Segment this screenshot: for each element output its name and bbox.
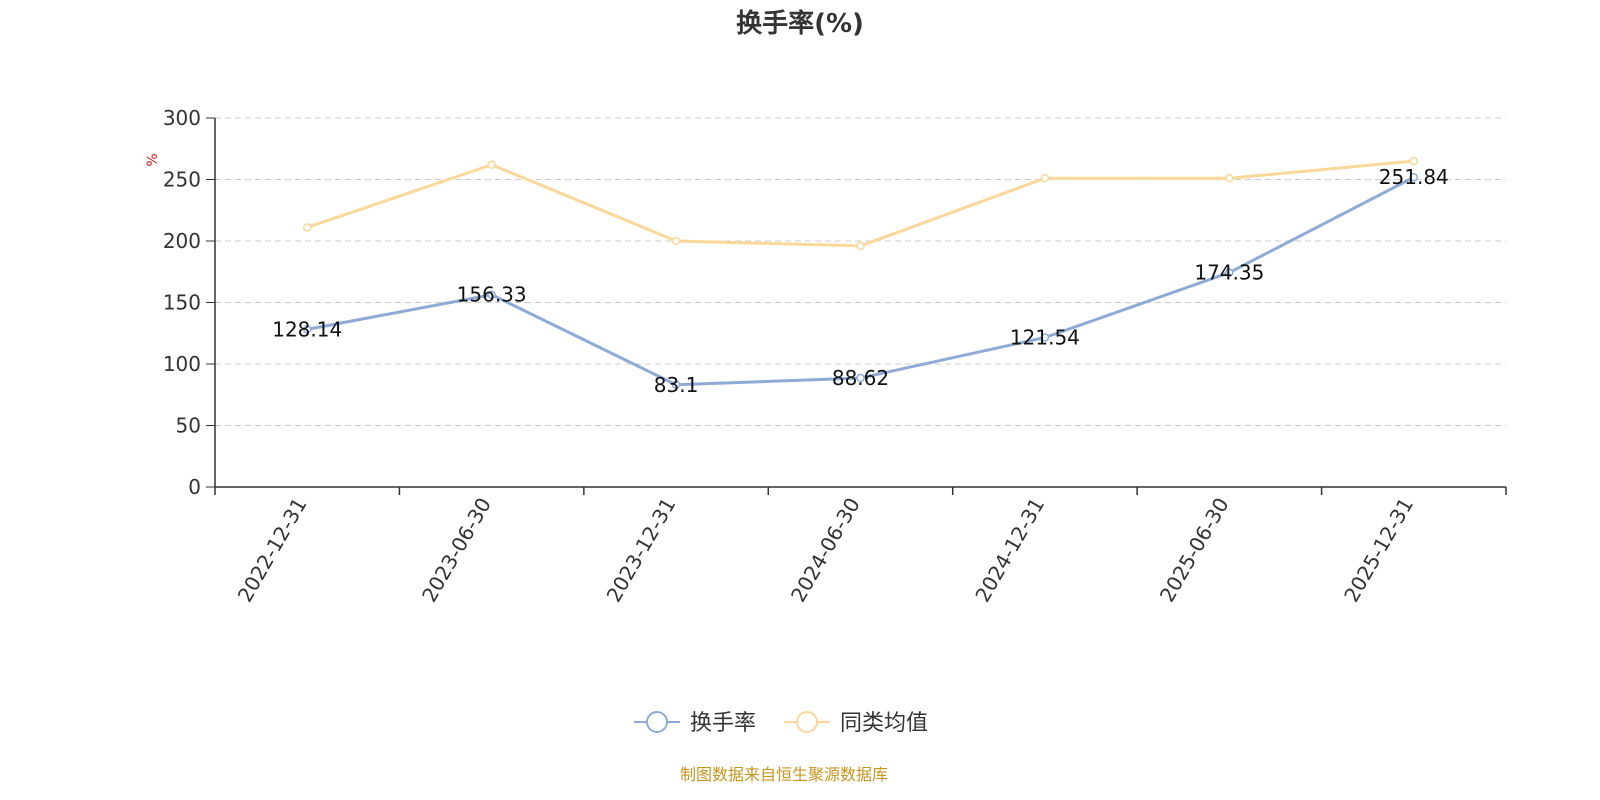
y-tick-label: 50 <box>176 414 201 438</box>
data-point <box>1225 268 1234 277</box>
x-tick-label: 2023-12-31 <box>601 494 680 607</box>
series-line-peer-average <box>306 159 1414 248</box>
y-tick-label: 300 <box>163 106 201 130</box>
x-tick-label: 2023-06-30 <box>417 493 496 606</box>
data-point <box>302 223 312 232</box>
data-label: 88.62 <box>832 366 889 390</box>
legend-label-turnover[interactable]: 换手率 <box>690 711 756 736</box>
legend-label-peer-average[interactable]: 同类均值 <box>840 711 928 736</box>
data-label: 156.33 <box>457 283 527 307</box>
axes: 0 50 100 150 200 250 300 2022-12-31 2023-06-30 20… <box>163 106 1507 607</box>
y-tick-label: 250 <box>163 168 201 192</box>
data-label: 121.54 <box>1010 326 1080 350</box>
chart-title: 换手率(%) <box>736 8 864 39</box>
y-tick-label: 100 <box>163 352 201 376</box>
data-labels: 128.14 156.33 83.1 88.62 121.54 174.35 251.84 <box>272 165 1449 397</box>
y-tick-label: 200 <box>163 229 201 253</box>
data-label: 128.14 <box>272 317 342 341</box>
x-tick-label: 2025-12-31 <box>1339 494 1418 607</box>
data-point <box>302 325 312 334</box>
data-source-note: 制图数据来自恒生聚源数据库 <box>680 765 888 784</box>
x-tick-label: 2024-12-31 <box>970 494 1049 607</box>
y-axis-unit: % <box>145 153 161 166</box>
data-point <box>1040 333 1050 342</box>
legend-marker-turnover <box>646 711 668 733</box>
x-tick-label: 2025-06-30 <box>1155 494 1234 607</box>
legend-marker-peer-average <box>796 711 818 733</box>
y-tick-label: 150 <box>163 291 201 315</box>
x-tick-label: 2022-12-31 <box>233 494 312 607</box>
data-label: 83.1 <box>654 373 699 397</box>
data-point <box>487 290 496 299</box>
data-point <box>856 373 865 383</box>
data-label: 251.84 <box>1379 165 1449 189</box>
data-label: 174.35 <box>1194 261 1264 285</box>
gridlines <box>215 117 1506 426</box>
data-point <box>1040 174 1050 183</box>
series-lines <box>302 156 1419 390</box>
legend: 换手率 同类均值 <box>634 711 928 736</box>
data-point <box>856 241 865 251</box>
x-tick-label: 2024-06-30 <box>786 494 865 607</box>
data-point <box>671 380 681 390</box>
data-point <box>487 160 496 169</box>
data-point <box>1409 172 1419 182</box>
data-point <box>1409 156 1419 166</box>
y-tick-label: 0 <box>188 475 201 499</box>
data-point <box>1225 174 1234 183</box>
data-point <box>671 236 681 246</box>
